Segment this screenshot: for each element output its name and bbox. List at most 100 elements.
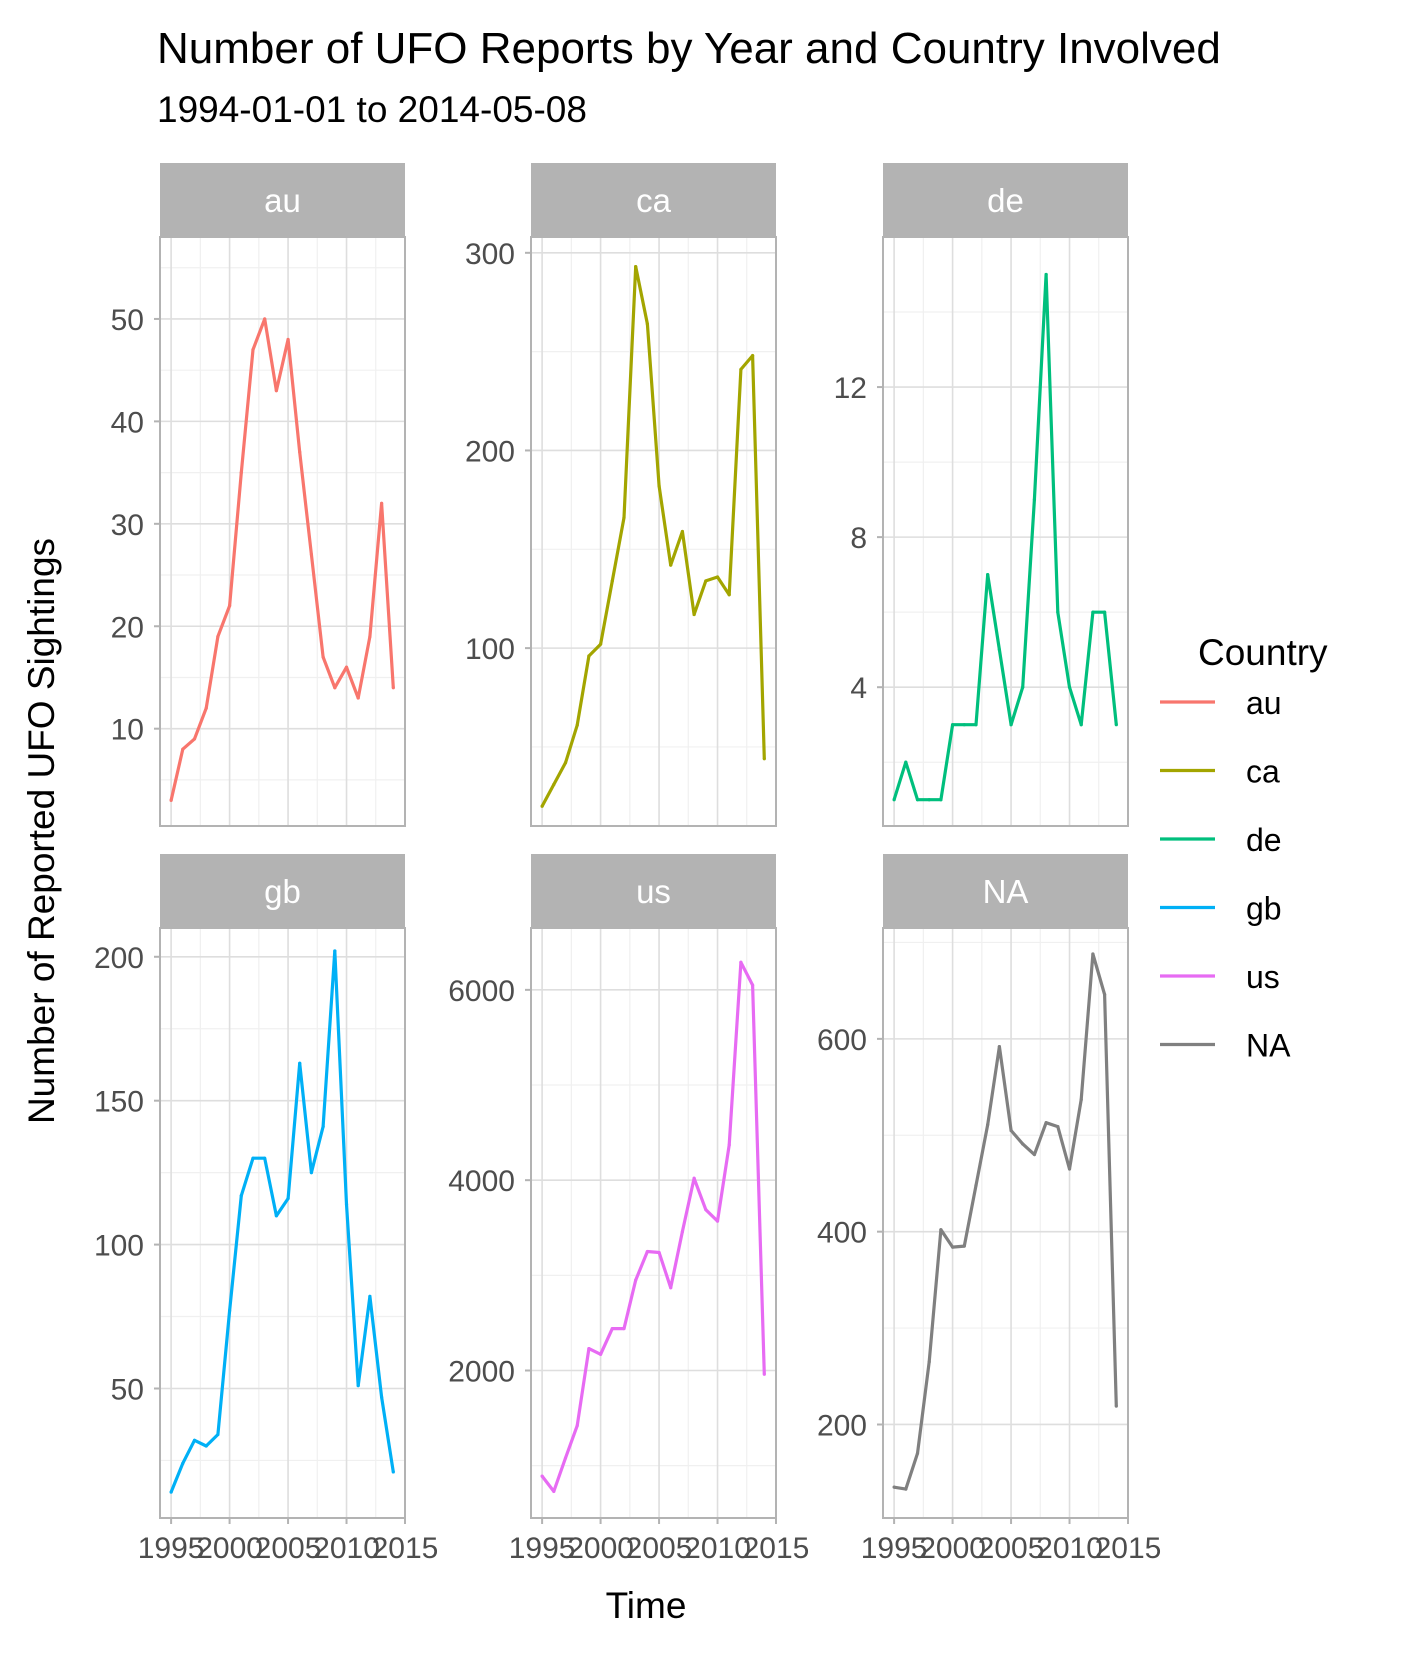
data-point-us (715, 1219, 720, 1223)
data-point-au (251, 348, 255, 352)
panel-border (159, 236, 406, 827)
y-tick-label: 50 (111, 1373, 144, 1406)
legend-label: ca (1246, 754, 1280, 790)
facet-panels: au 10 20 30 40 50 ca 100 200 300 de 4 8 12 gb 50 100 150 2… (94, 163, 1161, 1565)
data-point-au (380, 501, 384, 505)
x-tick-label: 2000 (919, 1532, 986, 1565)
y-axis-label: Number of Reported UFO Sightings (21, 538, 62, 1124)
data-point-ca (762, 757, 766, 761)
legend-items: au ca de gb us NA (1160, 685, 1291, 1064)
data-point-de (997, 648, 1001, 652)
y-tick-label: 50 (111, 304, 144, 337)
data-point-au (216, 634, 220, 639)
data-point-us (598, 1352, 603, 1356)
data-point-ca (622, 516, 626, 520)
facet-strip-label: ca (636, 182, 672, 219)
data-point-au (321, 655, 325, 659)
legend-item-us: us (1160, 959, 1280, 995)
legend-item-de: de (1160, 822, 1282, 858)
data-point-de (962, 723, 966, 727)
y-tick-label: 100 (465, 633, 515, 666)
data-point-de (1067, 685, 1072, 689)
data-point-na (1044, 1121, 1048, 1125)
data-point-de (1114, 723, 1118, 727)
data-point-ca (669, 563, 673, 567)
x-tick-label: 2005 (978, 1532, 1045, 1565)
data-point-us (645, 1249, 649, 1254)
panel-border (159, 927, 406, 1519)
data-point-us (563, 1456, 568, 1460)
y-tick-label: 40 (111, 406, 144, 439)
data-point-na (1079, 1098, 1083, 1102)
data-point-gb (368, 1294, 372, 1298)
data-point-us (634, 1278, 638, 1282)
data-point-gb (216, 1432, 220, 1437)
y-tick-label: 200 (465, 435, 515, 468)
data-point-au (368, 634, 372, 639)
x-tick-label: 2015 (372, 1532, 439, 1565)
data-point-na (1009, 1128, 1013, 1133)
y-tick-label: 200 (94, 942, 144, 975)
chart-title: Number of UFO Reports by Year and Countr… (157, 24, 1221, 73)
facet-strip (160, 163, 405, 237)
data-point-au (239, 471, 243, 475)
x-tick-label: 2010 (313, 1532, 380, 1565)
data-point-au (298, 450, 302, 454)
data-point-au (274, 389, 278, 393)
facet-strip (160, 854, 405, 928)
facet-strip-label: de (987, 182, 1024, 219)
legend-label: NA (1246, 1028, 1291, 1064)
data-point-gb (309, 1171, 314, 1175)
data-point-ca (563, 761, 568, 765)
data-point-au (169, 798, 173, 802)
data-point-ca (715, 575, 720, 579)
panel-border (882, 236, 1129, 827)
data-point-ca (751, 353, 755, 358)
data-point-na (1114, 1404, 1118, 1408)
x-tick-label: 1995 (138, 1532, 205, 1565)
facet-strip-label: gb (264, 873, 301, 910)
data-point-au (192, 737, 197, 741)
data-point-gb (298, 1061, 302, 1065)
x-tick-label: 2000 (196, 1532, 263, 1565)
series-line-na (893, 952, 1118, 1491)
data-point-de (939, 798, 943, 802)
x-tick-label: 1995 (861, 1532, 928, 1565)
data-point-de (1079, 723, 1083, 727)
data-point-na (892, 1485, 896, 1489)
data-point-na (1103, 992, 1107, 997)
data-point-de (1044, 272, 1048, 277)
legend: Country au ca de gb us NA (1160, 632, 1328, 1064)
data-point-na (997, 1044, 1001, 1049)
data-point-gb (251, 1156, 255, 1160)
data-point-gb (181, 1461, 185, 1465)
x-tick-label: 1995 (509, 1532, 576, 1565)
facet-strip (531, 163, 776, 237)
data-point-gb (333, 949, 337, 953)
facet-strip (531, 854, 776, 928)
panel-border (530, 927, 777, 1519)
data-point-gb (344, 1202, 349, 1206)
data-point-au (333, 686, 337, 690)
data-point-de (1056, 610, 1060, 614)
data-point-us (669, 1286, 673, 1290)
data-point-ca (692, 612, 696, 617)
data-point-gb (192, 1438, 197, 1442)
x-tick-label: 2010 (1036, 1532, 1103, 1565)
series-line-ca (540, 265, 766, 807)
data-point-na (904, 1487, 908, 1491)
y-tick-label: 12 (834, 372, 867, 405)
data-point-ca (634, 265, 638, 269)
data-point-de (950, 723, 955, 727)
legend-label: gb (1246, 891, 1282, 927)
data-point-gb (169, 1490, 173, 1494)
y-tick-label: 8 (850, 522, 867, 555)
x-tick-label: 2015 (1095, 1532, 1162, 1565)
chart-subtitle: 1994-01-01 to 2014-05-08 (157, 89, 587, 130)
data-point-us (540, 1474, 544, 1478)
x-tick-label: 2005 (255, 1532, 322, 1565)
data-point-us (762, 1372, 766, 1376)
data-point-ca (598, 642, 603, 646)
